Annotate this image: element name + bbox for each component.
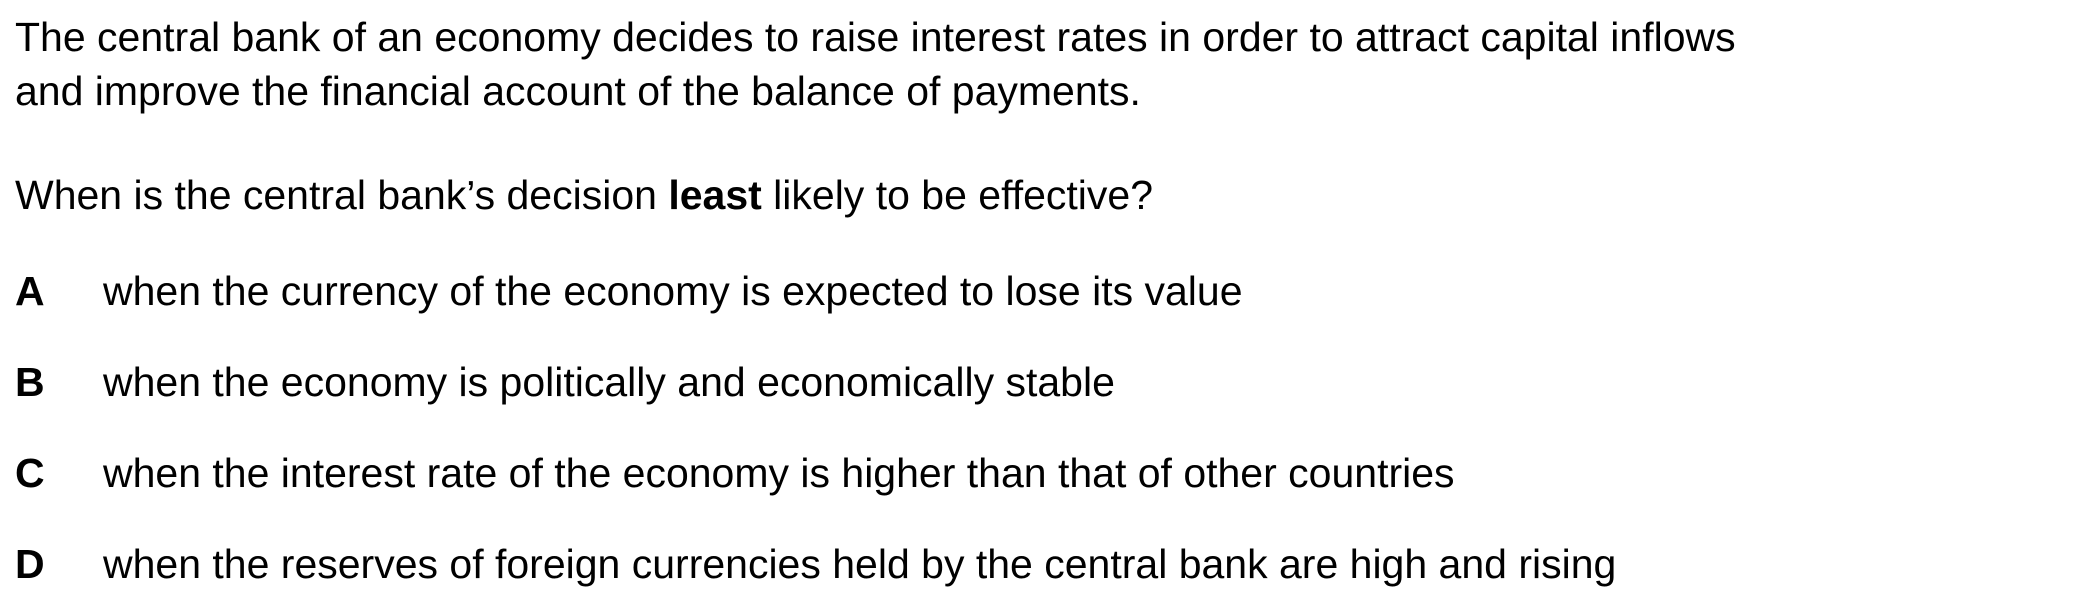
option-text: when the reserves of foreign currencies … [103,541,1617,587]
option-letter: D [15,541,45,587]
question-emphasis: least [668,172,762,218]
question-prompt: When is the central bank’s decision leas… [15,168,1153,222]
stem-line-2: and improve the financial account of the… [15,68,1141,114]
option-text: when the economy is politically and econ… [103,359,1115,405]
option-letter: A [15,268,45,314]
option-text: when the interest rate of the economy is… [103,450,1455,496]
stem-line-1: The central bank of an economy decides t… [15,14,1736,60]
option-text: when the currency of the economy is expe… [103,268,1243,314]
question-prompt-end: likely to be effective? [761,172,1154,218]
option-letter: B [15,359,45,405]
option-letter: C [15,450,45,496]
question-stem: The central bank of an economy decides t… [15,10,2085,118]
question-prompt-start: When is the central bank’s decision [15,172,669,218]
